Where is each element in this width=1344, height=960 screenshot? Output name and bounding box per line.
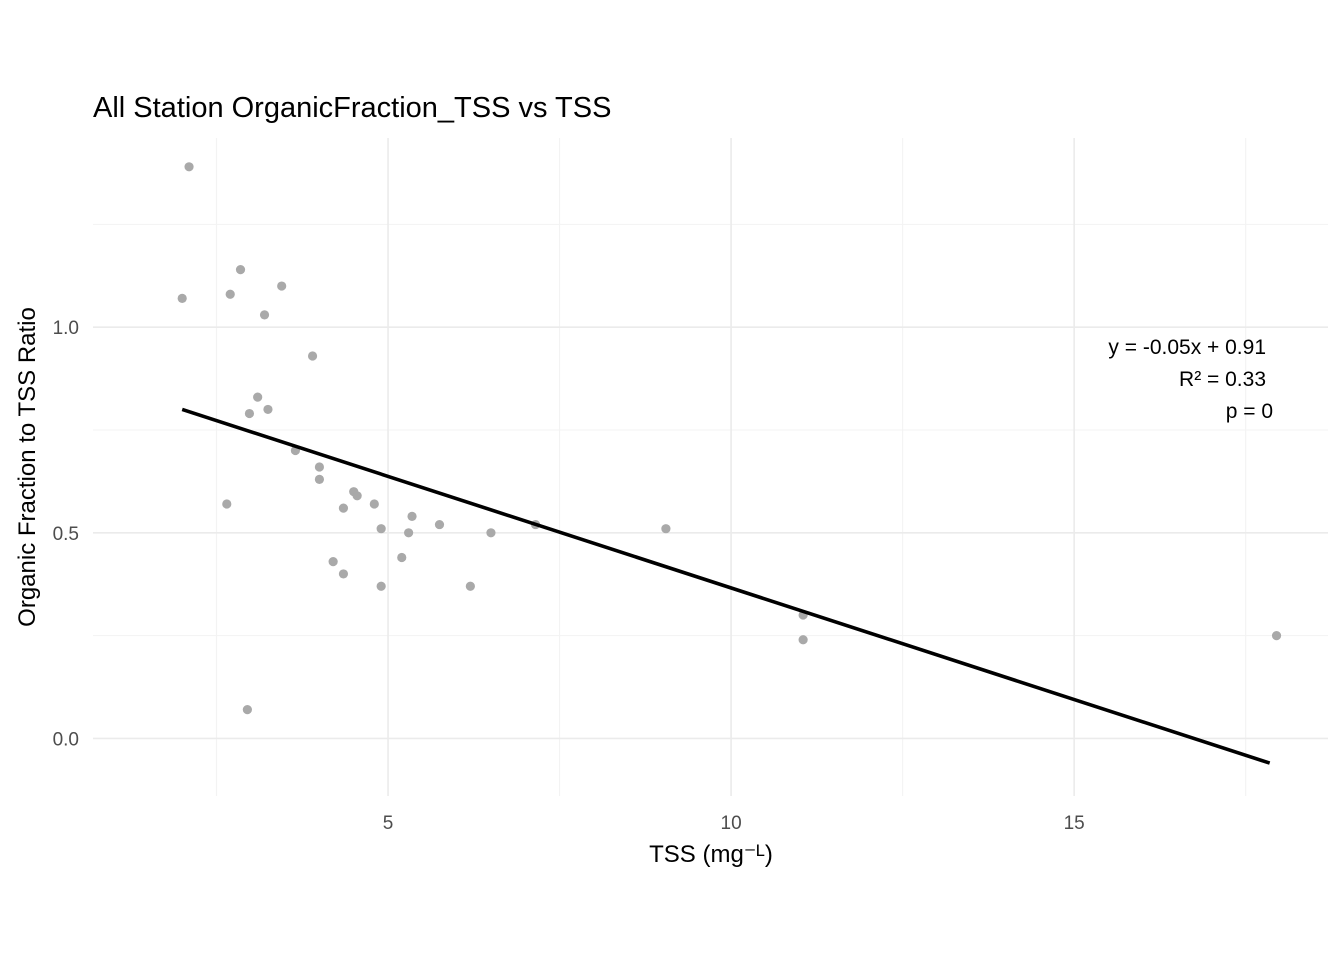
data-point-24 <box>404 528 414 538</box>
y-axis-title: Organic Fraction to TSS Ratio <box>14 307 41 627</box>
x-tick-label-2: 15 <box>1064 813 1085 834</box>
data-point-22 <box>376 581 386 591</box>
data-point-20 <box>369 499 379 509</box>
data-point-12 <box>307 351 318 361</box>
data-points <box>177 162 1282 715</box>
annotation-line-1: R² = 0.33 <box>1179 368 1266 391</box>
data-point-4 <box>235 265 246 275</box>
data-point-10 <box>277 281 287 291</box>
data-point-26 <box>434 519 445 530</box>
data-point-14 <box>314 474 325 484</box>
data-point-21 <box>376 524 386 534</box>
data-point-16 <box>338 503 349 513</box>
data-point-17 <box>338 569 349 579</box>
data-point-25 <box>407 511 417 521</box>
regression-line <box>181 407 1271 765</box>
data-point-28 <box>486 528 496 538</box>
data-point-3 <box>225 289 235 299</box>
data-point-15 <box>328 556 338 567</box>
data-point-9 <box>263 404 273 415</box>
y-axis-tick-labels: 0.0 0.5 1.0 <box>53 318 79 750</box>
minor-gridlines <box>93 138 1328 796</box>
data-point-8 <box>259 310 270 320</box>
x-axis-title: TSS (mg⁻ᴸ) <box>649 841 773 868</box>
data-point-27 <box>465 581 475 591</box>
data-point-32 <box>798 635 808 645</box>
data-point-6 <box>244 408 255 419</box>
x-axis-tick-labels: 5 10 15 <box>383 813 1085 834</box>
regression-annotations: y = -0.05x + 0.91 R² = 0.33 p = 0 <box>1108 336 1273 423</box>
data-point-2 <box>222 499 232 509</box>
data-point-13 <box>314 462 325 472</box>
annotation-line-2: p = 0 <box>1226 400 1273 423</box>
annotation-line-0: y = -0.05x + 0.91 <box>1108 336 1266 359</box>
data-point-30 <box>661 524 671 534</box>
data-point-0 <box>177 293 187 303</box>
data-point-5 <box>242 705 252 715</box>
y-tick-label-0: 0.0 <box>53 729 79 750</box>
x-tick-label-0: 5 <box>383 813 394 834</box>
y-tick-label-1: 0.5 <box>53 524 79 545</box>
x-tick-label-1: 10 <box>721 813 742 834</box>
data-point-33 <box>1271 631 1282 641</box>
data-point-1 <box>184 162 194 172</box>
chart-title: All Station OrganicFraction_TSS vs TSS <box>93 92 611 124</box>
data-point-7 <box>253 392 263 402</box>
y-tick-label-2: 1.0 <box>53 318 79 339</box>
regression-line-group <box>181 407 1271 765</box>
data-point-19 <box>352 491 362 501</box>
major-gridlines <box>93 138 1328 796</box>
data-point-23 <box>397 552 407 563</box>
